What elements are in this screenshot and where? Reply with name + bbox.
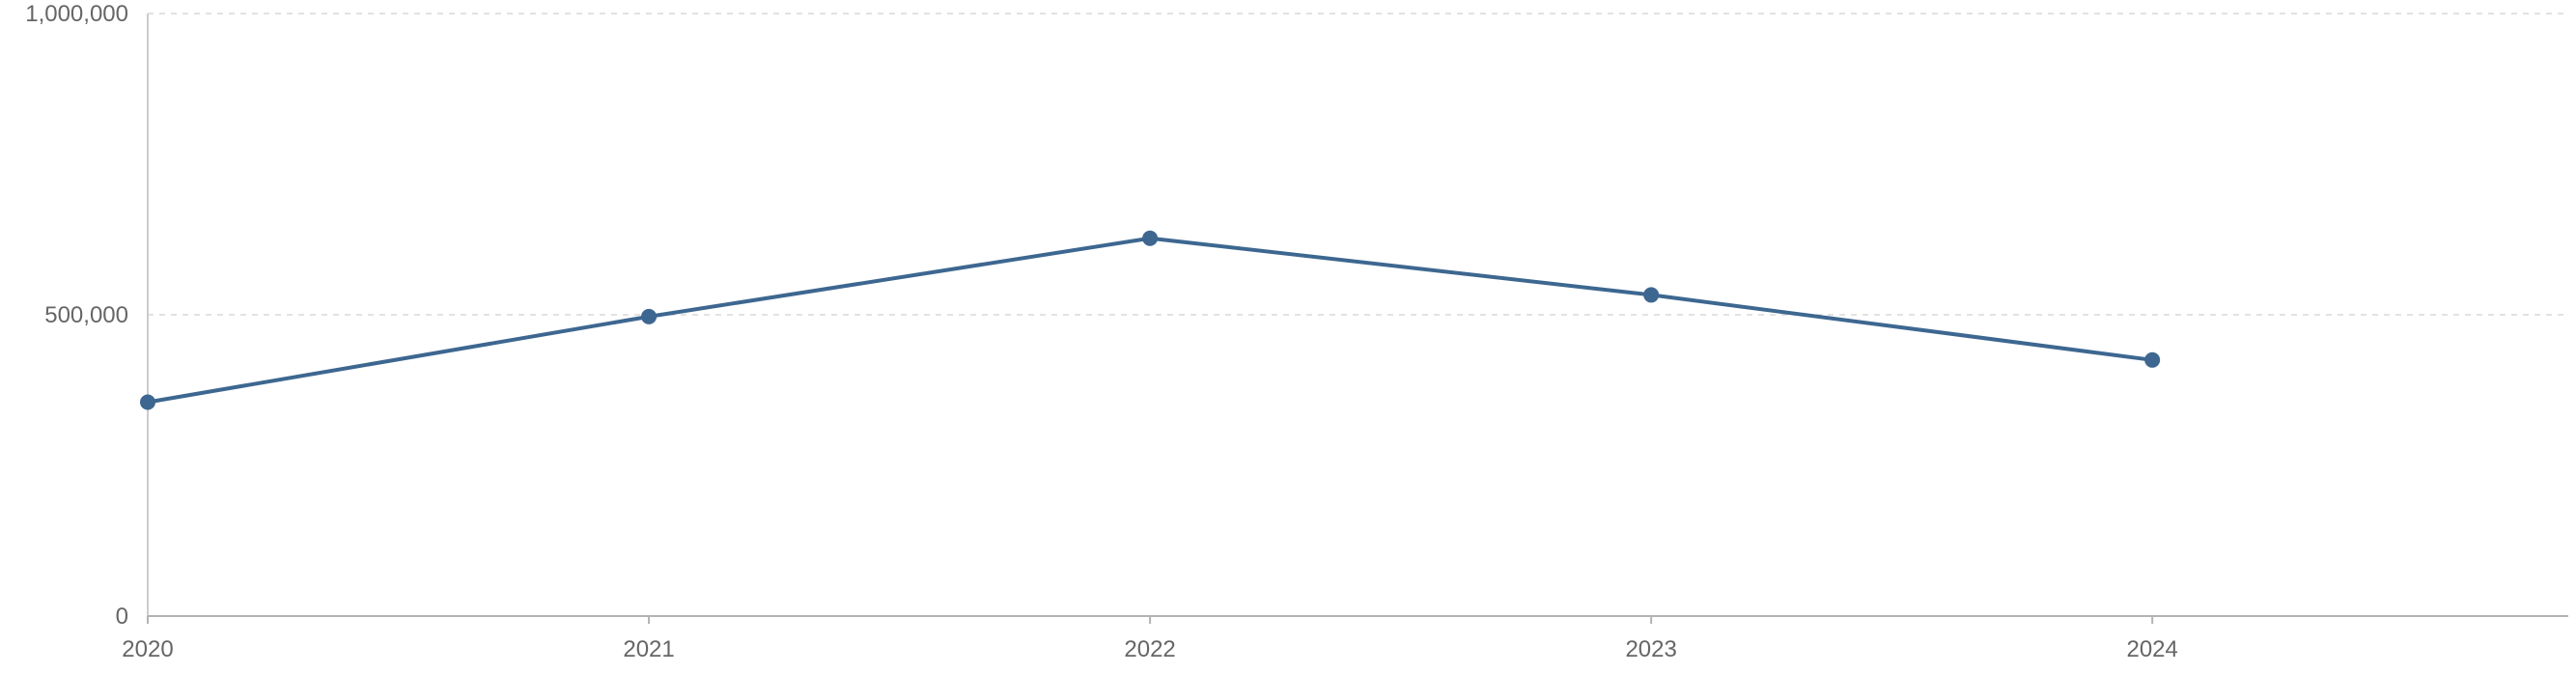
data-point-2022[interactable]	[1142, 230, 1159, 246]
grid-layer	[148, 13, 2568, 316]
data-point-2020[interactable]	[140, 394, 155, 410]
x-tick-label: 2020	[122, 636, 173, 662]
label-layer: 0 500,000 1,000,000 2020 2021 2022 2023 2024	[25, 1, 2178, 662]
x-tick-label: 2021	[623, 636, 674, 662]
data-point-2023[interactable]	[1643, 287, 1660, 303]
data-point-2024[interactable]	[2144, 351, 2161, 368]
data-point-2021[interactable]	[641, 308, 658, 324]
axis-layer	[147, 14, 2568, 624]
y-tick-label: 1,000,000	[25, 1, 128, 27]
x-tick-label: 2022	[1124, 636, 1175, 662]
series-layer	[140, 230, 2161, 410]
x-tick-label: 2023	[1625, 636, 1676, 662]
series-line	[146, 236, 2155, 405]
y-tick-label: 0	[116, 604, 128, 630]
y-tick-label: 500,000	[44, 302, 128, 328]
x-tick-label: 2024	[2126, 636, 2177, 662]
